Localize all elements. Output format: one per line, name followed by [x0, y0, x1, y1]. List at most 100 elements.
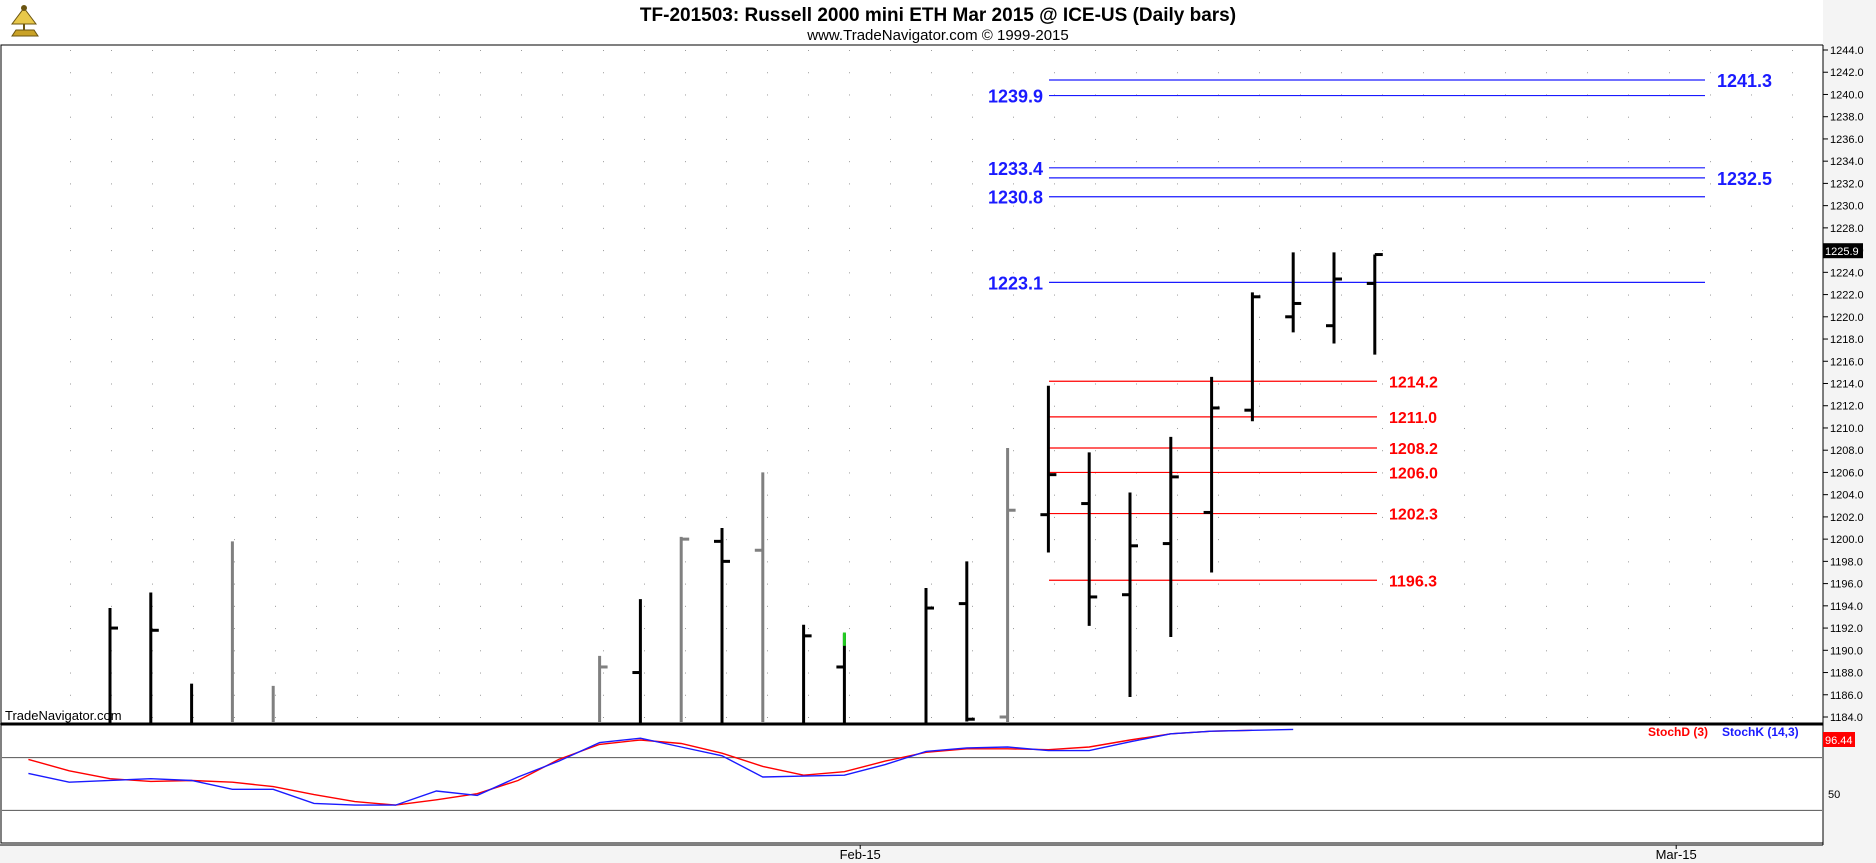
grid-dot — [562, 94, 563, 96]
grid-dot — [1546, 250, 1547, 252]
grid-dot — [1464, 138, 1465, 140]
grid-dot — [234, 516, 235, 518]
grid-dot — [357, 272, 358, 274]
grid-dot — [562, 116, 563, 118]
grid-dot — [1751, 94, 1752, 96]
grid-dot — [1505, 628, 1506, 630]
grid-dot — [1341, 717, 1342, 718]
grid-dot — [890, 50, 891, 51]
grid-dot — [603, 294, 604, 296]
grid-dot — [767, 250, 768, 252]
price-axis-tick-label: 1200.0 — [1830, 534, 1864, 546]
grid-dot — [1546, 272, 1547, 274]
grid-dot — [603, 250, 604, 252]
grid-dot — [1341, 294, 1342, 296]
grid-dot — [1587, 294, 1588, 296]
grid-dot — [931, 650, 932, 652]
grid-dot — [1464, 672, 1465, 674]
grid-dot — [1423, 383, 1424, 385]
price-axis-tick-label: 1198.0 — [1830, 556, 1863, 568]
grid-dot — [1054, 72, 1055, 74]
stochastic-lines — [2, 728, 1822, 811]
grid-dot — [972, 72, 973, 74]
grid-dot — [808, 605, 809, 607]
grid-dot — [972, 116, 973, 118]
grid-dot — [1792, 628, 1793, 630]
grid-dot — [1587, 316, 1588, 318]
grid-dot — [1792, 717, 1793, 718]
grid-dot — [1423, 183, 1424, 185]
grid-dot — [1587, 605, 1588, 607]
grid-dot — [726, 539, 727, 541]
grid-dot — [152, 516, 153, 518]
grid-dot — [1095, 383, 1096, 385]
grid-dot — [603, 272, 604, 274]
grid-dot — [1546, 405, 1547, 407]
grid-dot — [1628, 250, 1629, 252]
grid-dot — [1177, 294, 1178, 296]
grid-dot — [890, 650, 891, 652]
grid-dot — [439, 427, 440, 429]
grid-dot — [1792, 138, 1793, 140]
grid-dot — [152, 94, 153, 96]
grid-dot — [1177, 516, 1178, 518]
grid-dot — [1628, 605, 1629, 607]
grid-dot — [1792, 94, 1793, 96]
grid-dot — [1669, 539, 1670, 541]
grid-dot — [562, 316, 563, 318]
grid-dot — [111, 583, 112, 585]
grid-dot — [275, 50, 276, 51]
grid-dot — [1587, 272, 1588, 274]
grid-dot — [1382, 183, 1383, 185]
grid-dot — [480, 650, 481, 652]
grid-dot — [562, 694, 563, 696]
grid-dot — [849, 383, 850, 385]
grid-dot — [1177, 450, 1178, 452]
grid-dot — [1669, 672, 1670, 674]
grid-dot — [439, 605, 440, 607]
grid-dot — [562, 272, 563, 274]
grid-dot — [1341, 672, 1342, 674]
grid-dot — [1341, 561, 1342, 563]
grid-dot — [1218, 561, 1219, 563]
grid-dot — [521, 250, 522, 252]
grid-dot — [1218, 650, 1219, 652]
grid-dot — [1587, 339, 1588, 341]
grid-dot — [152, 694, 153, 696]
grid-dot — [1095, 161, 1096, 163]
grid-dot — [808, 116, 809, 118]
grid-dot — [480, 472, 481, 474]
grid-dot — [275, 605, 276, 607]
grid-dot — [1013, 161, 1014, 163]
grid-dot — [1792, 294, 1793, 296]
grid-dot — [398, 94, 399, 96]
last-price-label: 1225.9 — [1825, 246, 1859, 258]
grid-dot — [480, 628, 481, 630]
grid-dot — [1628, 539, 1629, 541]
grid-dot — [1341, 450, 1342, 452]
grid-dot — [1669, 94, 1670, 96]
grid-dot — [193, 339, 194, 341]
grid-dot — [316, 450, 317, 452]
grid-dot — [1710, 339, 1711, 341]
grid-dot — [1423, 316, 1424, 318]
grid-dot — [316, 494, 317, 496]
grid-dot — [1177, 383, 1178, 385]
grid-dot — [644, 205, 645, 207]
grid-dot — [1423, 116, 1424, 118]
grid-dot — [439, 561, 440, 563]
grid-dot — [726, 294, 727, 296]
grid-dot — [357, 472, 358, 474]
grid-dot — [1464, 50, 1465, 51]
grid-dot — [1177, 72, 1178, 74]
grid-dot — [849, 205, 850, 207]
grid-dot — [1259, 561, 1260, 563]
grid-dot — [808, 583, 809, 585]
grid-dot — [767, 227, 768, 229]
grid-dot — [685, 405, 686, 407]
grid-dot — [521, 539, 522, 541]
grid-dot — [480, 383, 481, 385]
grid-dot — [316, 294, 317, 296]
grid-dot — [70, 672, 71, 674]
grid-dot — [1464, 94, 1465, 96]
